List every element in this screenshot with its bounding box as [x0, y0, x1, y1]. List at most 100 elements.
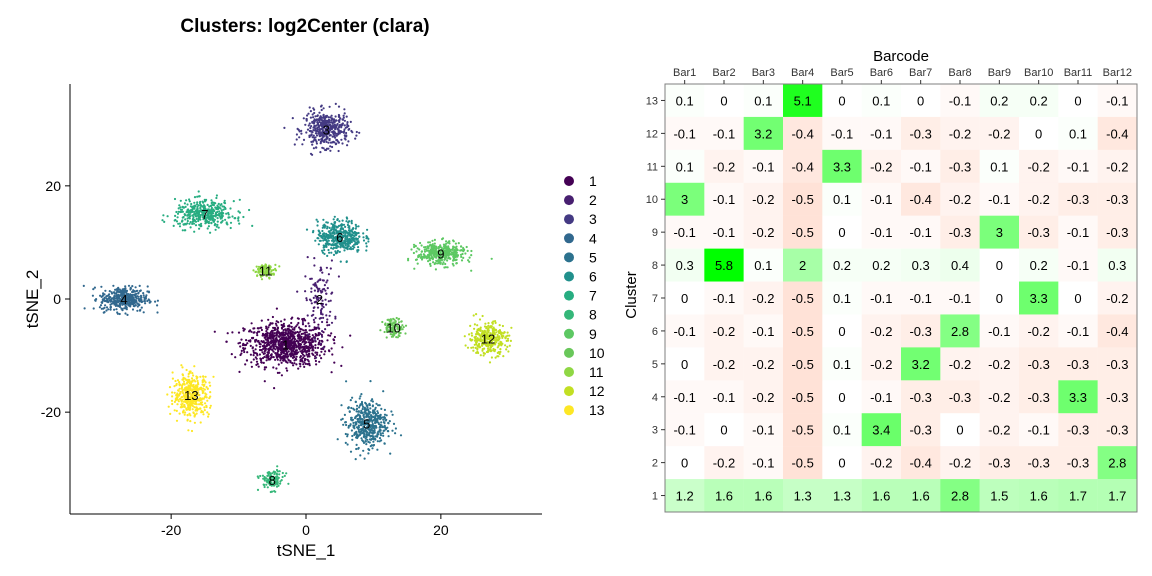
scatter-point	[474, 335, 477, 338]
heatmap-cell-value: -0.1	[713, 291, 735, 306]
scatter-point	[384, 323, 387, 326]
scatter-point	[317, 323, 320, 326]
scatter-point	[429, 264, 432, 267]
scatter-point	[187, 375, 190, 378]
scatter-point	[181, 216, 184, 219]
scatter-point	[302, 329, 305, 332]
scatter-point	[284, 328, 287, 331]
scatter-point	[176, 216, 179, 219]
scatter-point	[122, 296, 125, 299]
scatter-point	[237, 216, 240, 219]
scatter-point	[283, 347, 286, 350]
scatter-point	[339, 236, 342, 239]
scatter-point	[311, 121, 314, 124]
scatter-point	[347, 140, 350, 143]
scatter-point	[312, 116, 315, 119]
scatter-point	[172, 224, 175, 227]
scatter-point	[340, 364, 343, 367]
scatter-point	[329, 116, 332, 119]
scatter-point	[336, 128, 339, 131]
scatter-point	[372, 440, 375, 443]
heatmap-cell-value: 0	[838, 324, 845, 339]
scatter-point	[227, 211, 230, 215]
scatter-point	[107, 308, 110, 311]
scatter-point	[323, 252, 326, 255]
scatter-point	[320, 347, 323, 350]
scatter-point	[116, 289, 119, 292]
scatter-point	[202, 218, 205, 221]
scatter-point	[328, 323, 331, 327]
scatter-point	[215, 196, 218, 200]
scatter-point	[320, 236, 323, 239]
scatter-point	[194, 409, 197, 412]
scatter-point	[337, 126, 341, 129]
scatter-point	[331, 145, 334, 149]
scatter-point	[273, 326, 277, 330]
scatter-point	[226, 332, 229, 335]
scatter-point	[337, 130, 340, 134]
scatter-point	[432, 254, 435, 257]
scatter-point	[344, 441, 347, 444]
scatter-point	[468, 333, 471, 336]
scatter-point	[391, 429, 394, 432]
scatter-point	[336, 218, 339, 222]
x-tick-label: -20	[161, 522, 181, 538]
scatter-point	[322, 107, 325, 110]
scatter-point	[261, 474, 264, 477]
scatter-point	[495, 339, 498, 342]
scatter-point	[379, 432, 382, 435]
scatter-point	[372, 416, 375, 419]
scatter-point	[191, 222, 194, 225]
scatter-point	[295, 138, 298, 141]
scatter-point	[270, 270, 273, 273]
scatter-point	[356, 404, 359, 407]
scatter-point	[250, 361, 253, 364]
heatmap-cell-value: -0.3	[949, 390, 971, 405]
scatter-point	[265, 325, 268, 328]
scatter-point	[287, 482, 290, 485]
scatter-point	[188, 213, 191, 216]
scatter-point	[207, 415, 210, 418]
scatter-point	[332, 218, 335, 221]
scatter-point	[425, 248, 428, 251]
scatter-point	[353, 427, 356, 430]
scatter-point	[330, 247, 333, 250]
scatter-point	[320, 108, 323, 112]
scatter-point	[437, 246, 440, 249]
scatter-point	[135, 297, 138, 300]
scatter-point	[365, 237, 368, 240]
scatter-point	[312, 107, 315, 110]
scatter-point	[383, 330, 386, 334]
scatter-point	[124, 303, 127, 306]
legend-item-13: 13	[564, 402, 605, 418]
scatter-point	[334, 250, 337, 253]
scatter-point	[314, 115, 317, 118]
scatter-point	[184, 411, 187, 414]
scatter-point	[480, 340, 483, 343]
scatter-point	[438, 254, 441, 257]
scatter-point	[283, 126, 286, 129]
scatter-point	[274, 352, 277, 355]
scatter-point	[279, 482, 282, 485]
scatter-point	[362, 236, 365, 239]
scatter-point	[386, 426, 389, 429]
scatter-point	[267, 326, 270, 329]
heatmap-cell-value: -0.2	[870, 357, 892, 372]
scatter-point	[434, 248, 438, 251]
scatter-point	[349, 246, 352, 249]
cluster-label-13: 13	[184, 388, 198, 403]
scatter-point	[357, 225, 360, 228]
scatter-point	[192, 222, 196, 225]
scatter-point	[330, 119, 333, 122]
scatter-point	[448, 240, 451, 243]
scatter-point	[232, 200, 235, 203]
scatter-point	[313, 306, 316, 309]
column-tick-label: Bar12	[1103, 67, 1132, 79]
scatter-point	[345, 247, 348, 250]
scatter-point	[292, 347, 296, 350]
scatter-point	[319, 105, 323, 108]
heatmap-cell-value: 1.7	[1108, 489, 1126, 504]
scatter-point	[252, 358, 255, 361]
scatter-point	[317, 296, 320, 299]
heatmap-cell-value: -0.3	[909, 324, 931, 339]
